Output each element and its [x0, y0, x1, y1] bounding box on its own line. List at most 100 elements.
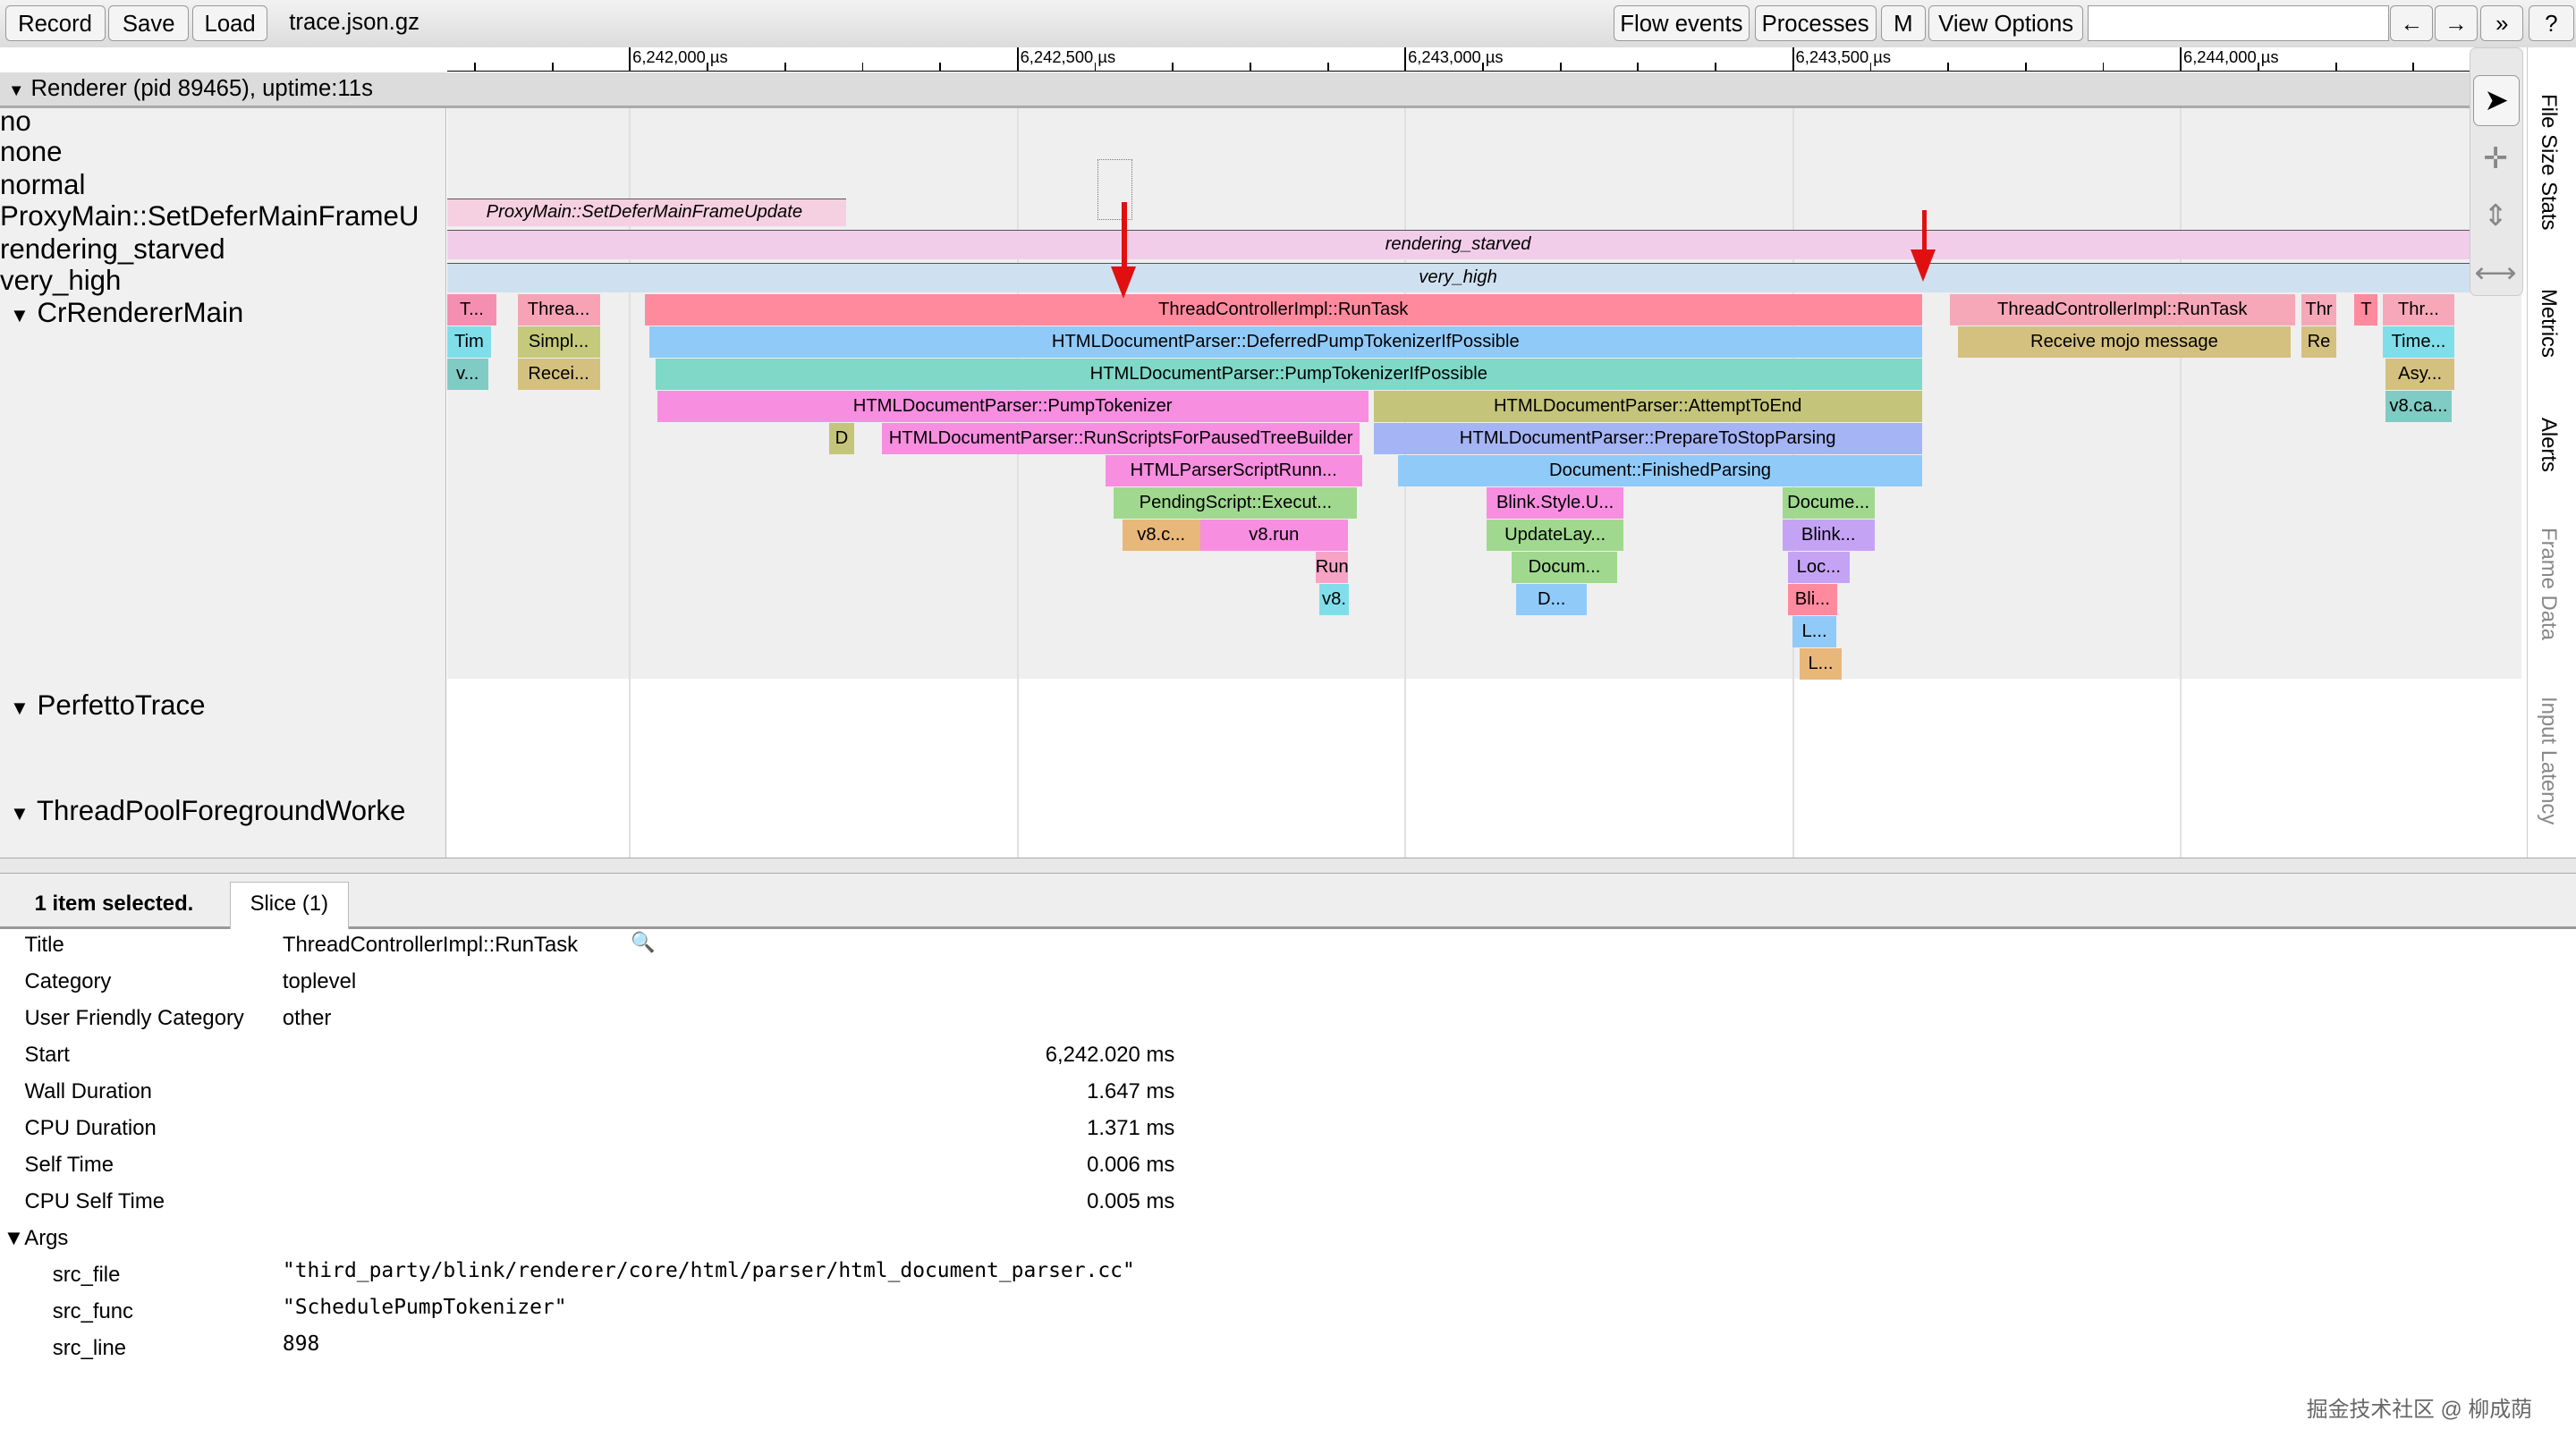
search-input[interactable]	[2088, 4, 2389, 41]
slice[interactable]: Run	[1315, 551, 1349, 583]
filename: trace.json.gz	[289, 10, 419, 36]
collapse-triangle-icon[interactable]: ▼	[8, 80, 25, 99]
slice[interactable]: ThreadControllerImpl::RunTask	[1949, 293, 2295, 325]
slice[interactable]: HTMLParserScriptRunn...	[1105, 454, 1362, 486]
thread-label-crrenderermain[interactable]: ▼ CrRendererMain	[10, 297, 450, 329]
search-icon[interactable]: 🔍	[631, 931, 656, 954]
slice[interactable]: D	[829, 422, 854, 454]
flow-events-button[interactable]: Flow events	[1613, 4, 1750, 41]
slice[interactable]: Time...	[2382, 325, 2455, 358]
slice[interactable]: Document::FinishedParsing	[1398, 454, 1922, 486]
track-area[interactable]: ProxyMain::SetDeferMainFrameUpdate rende…	[446, 108, 2522, 858]
slice[interactable]: HTMLDocumentParser::RunScriptsForPausedT…	[882, 422, 1360, 454]
collapse-triangle-icon[interactable]: ▼	[10, 801, 30, 824]
pan-icon[interactable]: ✛	[2483, 141, 2508, 175]
slice[interactable]: Bli...	[1787, 583, 1838, 615]
tab-alerts[interactable]: Alerts	[2537, 417, 2562, 472]
slice[interactable]: Re	[2301, 325, 2337, 358]
save-button[interactable]: Save	[108, 4, 190, 41]
slice[interactable]: Tim	[446, 325, 492, 358]
ruler-tick	[551, 62, 554, 71]
ruler-tick	[1715, 62, 1716, 71]
slice[interactable]: Simpl...	[517, 325, 600, 358]
timing-icon[interactable]: ⟷	[2474, 257, 2517, 291]
slice[interactable]: Thr	[2301, 293, 2337, 325]
panel-resizer[interactable]	[0, 857, 2576, 875]
collapse-triangle-icon[interactable]: ▼	[10, 697, 30, 720]
ruler-tick	[1559, 62, 1562, 71]
slice-proxymain[interactable]: ProxyMain::SetDeferMainFrameUpdate	[446, 199, 846, 227]
slice[interactable]: v8.ca...	[2385, 390, 2452, 422]
slice[interactable]: Thr...	[2382, 293, 2455, 325]
load-button[interactable]: Load	[191, 4, 268, 41]
slice[interactable]: HTMLDocumentParser::PrepareToStopParsing	[1373, 422, 1922, 454]
slice[interactable]: Receive mojo message	[1957, 325, 2292, 358]
slice[interactable]: Docume...	[1782, 486, 1875, 519]
tool-palette: ➤ ✛ ⇕ ⟷	[2469, 47, 2524, 296]
slice-rendering-starved[interactable]: rendering_starved	[446, 230, 2470, 260]
slice[interactable]: Threa...	[517, 293, 600, 325]
tab-frame-data[interactable]: Frame Data	[2537, 527, 2562, 640]
ruler-tick	[1947, 62, 1950, 71]
slice[interactable]: ThreadControllerImpl::RunTask	[644, 293, 1922, 325]
slice[interactable]: v8.	[1319, 583, 1349, 615]
slice[interactable]: v...	[446, 358, 488, 390]
view-options-button[interactable]: View Options	[1928, 4, 2083, 41]
tab-metrics[interactable]: Metrics	[2537, 289, 2562, 359]
ruler-tick	[1482, 62, 1484, 71]
arg-label: src_line	[52, 1335, 126, 1360]
processes-button[interactable]: Processes	[1754, 4, 1877, 41]
slice[interactable]: Blink.Style.U...	[1487, 486, 1623, 519]
slice[interactable]: Loc...	[1787, 551, 1850, 583]
tab-file-size-stats[interactable]: File Size Stats	[2537, 93, 2562, 231]
slice[interactable]: Docum...	[1512, 551, 1617, 583]
slice[interactable]: L...	[1792, 615, 1837, 647]
zoom-icon[interactable]: ⇕	[2483, 199, 2508, 233]
slice[interactable]: PendingScript::Execut...	[1114, 486, 1358, 519]
watermark: 掘金技术社区 @ 柳成荫	[2306, 1397, 2532, 1422]
ruler-tick	[1094, 62, 1097, 71]
tab-input-latency[interactable]: Input Latency	[2537, 696, 2562, 825]
pointer-icon[interactable]: ➤	[2473, 74, 2520, 126]
detail-value: other	[282, 1006, 332, 1031]
detail-label: User Friendly Category	[24, 1006, 244, 1031]
slice[interactable]: HTMLDocumentParser::DeferredPumpTokenize…	[648, 325, 1922, 358]
metadata-button[interactable]: M	[1881, 4, 1926, 41]
slice[interactable]: T	[2354, 293, 2378, 325]
slice[interactable]: T...	[446, 293, 497, 325]
time-ruler[interactable]: 6,242,000 µs 6,242,500 µs 6,243,000 µs 6,24…	[446, 47, 2470, 72]
next-button[interactable]: →	[2435, 4, 2478, 41]
slice-very-high[interactable]: very_high	[446, 262, 2470, 292]
slice[interactable]: v8.c...	[1122, 519, 1200, 551]
track-label: ProxyMain::SetDeferMainFrameU	[0, 200, 419, 232]
thread-label-perfettotrace[interactable]: ▼ PerfettoTrace	[10, 689, 450, 722]
selection-box	[1097, 159, 1132, 221]
ruler-tick	[1172, 62, 1174, 71]
slice[interactable]: HTMLDocumentParser::AttemptToEnd	[1373, 390, 1922, 422]
thread-label-threadpool[interactable]: ▼ ThreadPoolForegroundWorke	[10, 795, 440, 827]
ruler-tick	[629, 47, 631, 71]
record-button[interactable]: Record	[4, 4, 106, 41]
selection-bar: 1 item selected. Slice (1)	[0, 874, 2576, 929]
slice[interactable]: D...	[1516, 583, 1588, 615]
slice[interactable]: L...	[1799, 647, 1843, 680]
slice[interactable]: Asy...	[2385, 358, 2455, 390]
slice[interactable]: HTMLDocumentParser::PumpTokenizerIfPossi…	[655, 358, 1922, 390]
process-header[interactable]: ▼ Renderer (pid 89465), uptime:11s	[0, 72, 2470, 108]
help-button[interactable]: ?	[2528, 4, 2575, 41]
tab-slice[interactable]: Slice (1)	[230, 882, 349, 929]
arg-value: "SchedulePumpTokenizer"	[282, 1296, 567, 1320]
metric-label: CPU Self Time	[24, 1188, 165, 1213]
collapse-triangle-icon[interactable]: ▼	[10, 304, 30, 327]
slice[interactable]: HTMLDocumentParser::PumpTokenizer	[657, 390, 1368, 422]
slice[interactable]: v8.run	[1199, 519, 1349, 551]
more-button[interactable]: »	[2480, 4, 2524, 41]
ruler-label: 6,243,000 µs	[1408, 47, 1504, 67]
arg-value: "third_party/blink/renderer/core/html/pa…	[282, 1259, 1135, 1283]
slice[interactable]: UpdateLay...	[1487, 519, 1623, 551]
slice[interactable]: Blink...	[1782, 519, 1875, 551]
prev-button[interactable]: ←	[2390, 4, 2434, 41]
args-toggle[interactable]: ▼Args	[3, 1225, 69, 1250]
slice[interactable]: Recei...	[517, 358, 600, 390]
ruler-tick	[707, 62, 708, 71]
